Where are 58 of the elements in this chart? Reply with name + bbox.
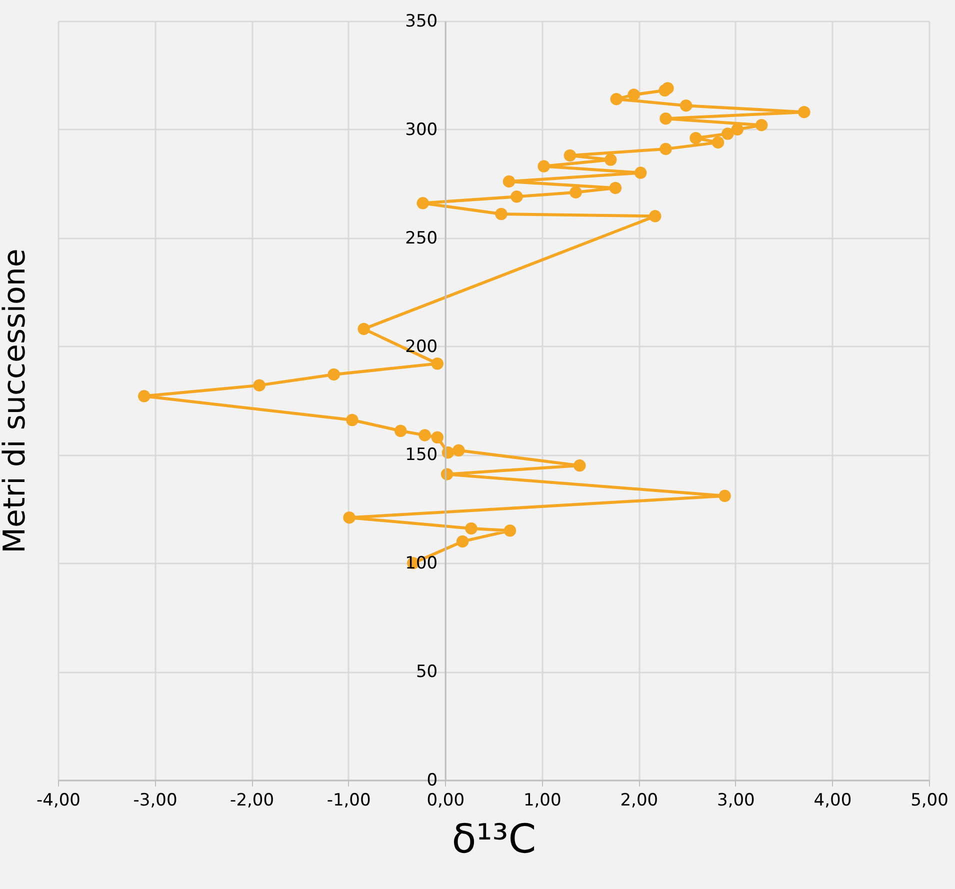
x-tick-label: 4,00: [814, 790, 852, 810]
y-tick-label: 300: [405, 120, 438, 140]
point: [346, 414, 358, 426]
point: [452, 444, 465, 456]
point: [712, 136, 724, 149]
x-tick-label: 3,00: [717, 790, 755, 810]
point: [510, 190, 523, 203]
point: [394, 424, 407, 437]
point: [610, 92, 623, 106]
point: [416, 197, 429, 210]
x-tick-label: -1,00: [326, 790, 371, 810]
y-tick-label: 200: [405, 336, 438, 357]
y-axis-title: Metri di successione: [0, 248, 32, 554]
point: [495, 208, 508, 220]
x-tick-label: 5,00: [910, 790, 948, 810]
point: [690, 132, 702, 144]
point: [504, 524, 516, 537]
point: [418, 429, 431, 442]
x-tick-label: -4,00: [36, 790, 80, 810]
y-tick-label: 350: [405, 12, 438, 32]
x-tick-label: 1,00: [523, 790, 562, 810]
point: [358, 322, 370, 336]
y-tick-label: 250: [405, 228, 438, 248]
x-axis-title: δ¹³C: [452, 816, 536, 862]
point: [660, 142, 672, 156]
point: [755, 118, 768, 132]
point: [564, 149, 576, 162]
x-tick-label: 2,00: [620, 790, 658, 810]
point: [722, 128, 734, 140]
point: [731, 123, 744, 136]
y-tick-label: 150: [405, 445, 438, 466]
point: [604, 154, 617, 166]
point: [138, 390, 150, 402]
point: [465, 522, 478, 535]
point: [574, 459, 586, 472]
point: [634, 166, 647, 179]
point: [343, 511, 356, 524]
point: [628, 88, 640, 101]
point: [718, 490, 731, 502]
point: [431, 358, 444, 370]
point: [328, 368, 340, 381]
y-tick-label: 50: [416, 662, 438, 682]
x-tick-label: -2,00: [230, 790, 274, 810]
point: [253, 379, 266, 392]
point: [798, 106, 810, 118]
point: [538, 160, 550, 172]
x-tick-label: -3,00: [133, 790, 178, 810]
point: [662, 82, 674, 94]
point: [431, 431, 444, 444]
point: [648, 210, 662, 222]
point: [660, 112, 672, 125]
point: [609, 182, 622, 194]
x-tick-label: 0,00: [426, 790, 465, 810]
point: [456, 535, 469, 548]
y-tick-label: 0: [426, 770, 438, 790]
point: [502, 175, 516, 188]
point: [570, 186, 582, 198]
point: [680, 99, 692, 112]
